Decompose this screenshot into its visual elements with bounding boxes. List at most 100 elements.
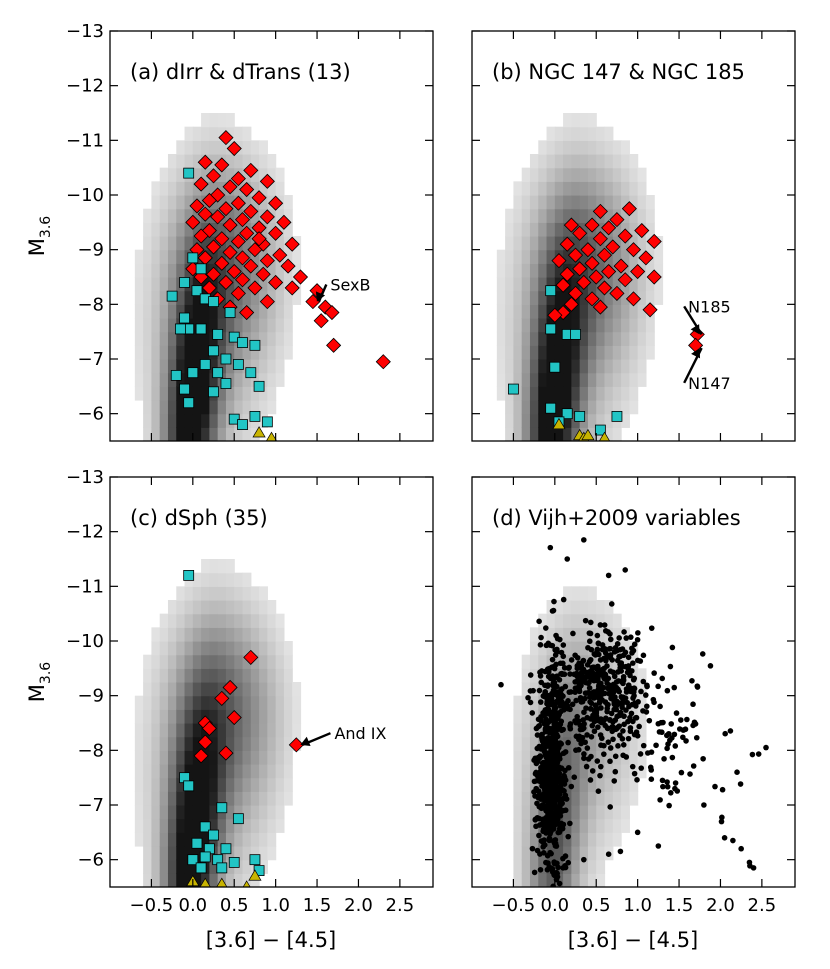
panel-d-dot-point	[537, 866, 544, 873]
panel-b-density-cell	[546, 154, 556, 169]
panel-d-dot-point	[598, 705, 604, 711]
panel-d-dot-point	[551, 816, 558, 823]
panel-b-density-cell	[496, 318, 506, 333]
panel-c-density-cell	[225, 791, 235, 806]
panel-c-density-cell	[242, 791, 252, 806]
panel-d-dot-point	[569, 701, 576, 708]
panel-c-density-cell	[184, 736, 194, 751]
panel-a-diamond-point	[251, 190, 267, 206]
panel-d-dot-point	[701, 802, 707, 808]
panel-d-density-cell	[546, 873, 556, 887]
panel-c-density-cell	[159, 723, 169, 738]
panel-b-density-cell	[604, 304, 614, 319]
panel-a-density-cell	[192, 304, 202, 319]
panel-b-density-cell	[546, 167, 556, 182]
panel-c-density-cell	[259, 641, 268, 656]
panel-b-diamond-point	[592, 203, 608, 219]
panel-a-density-cell	[234, 126, 244, 141]
panel-a-density-cell	[234, 400, 244, 415]
panel-c-density-cell	[259, 695, 268, 710]
panel-d-density-cell	[521, 764, 531, 779]
panel-c-density-cell	[143, 873, 153, 887]
panel-a-density-cell	[250, 400, 260, 415]
panel-a-density-cell	[201, 113, 210, 128]
panel-b-density-cell	[645, 345, 655, 360]
panel-a-density-cell	[151, 277, 161, 292]
panel-d-dot-point	[620, 728, 626, 734]
panel-d-dot-point	[547, 544, 554, 551]
panel-d-density-cell	[513, 791, 523, 806]
panel-d-dot-point	[625, 718, 631, 725]
panel-b-density-cell	[621, 167, 630, 182]
panel-c-xtick-label: 1.0	[261, 895, 290, 916]
panel-c-density-cell	[201, 572, 210, 587]
panel-d-dot-point	[539, 778, 545, 784]
panel-a-density-cell	[167, 318, 177, 333]
panel-c-density-cell	[267, 641, 277, 656]
panel-c-density-cell	[292, 682, 302, 697]
panel-c-density-cell	[192, 709, 202, 724]
panel-c-density-cell	[234, 572, 244, 587]
panel-b-density-cell	[554, 140, 564, 155]
panel-a-density-cell	[292, 277, 302, 292]
panel-d-dot-point	[635, 630, 641, 636]
panel-a-density-cell	[259, 304, 268, 319]
panel-d-dot-point	[655, 683, 661, 690]
panel-a-density-cell	[275, 208, 285, 223]
panel-c-density-cell	[167, 709, 177, 724]
panel-d-dot-point	[660, 783, 666, 790]
panel-d-density-cell	[579, 818, 589, 833]
panel-b-density-cell	[546, 290, 556, 305]
panel-b-density-cell	[596, 154, 606, 169]
panel-a-diamond-point	[214, 231, 230, 247]
panel-c-title: (c) dSph (35)	[130, 506, 268, 530]
panel-c-density-cell	[184, 586, 194, 601]
panel-d-dot-point	[597, 763, 604, 770]
panel-b-density-cell	[529, 181, 539, 196]
panel-d-density-cell	[587, 600, 597, 615]
panel-b-density-cell	[529, 277, 539, 292]
panel-d-dot-point	[571, 774, 578, 780]
panel-a-density-cell	[151, 400, 161, 415]
panel-b-density-cell	[546, 331, 556, 346]
panel-d-density-cell	[596, 805, 606, 820]
panel-d-density-cell	[529, 832, 539, 847]
panel-c-density-cell	[267, 764, 277, 779]
panel-b-density-cell	[596, 277, 606, 292]
panel-d-dot-point	[587, 777, 594, 783]
panel-a-density-cell	[250, 208, 260, 223]
panel-b-density-cell	[571, 222, 581, 237]
panel-c-density-cell	[143, 750, 153, 765]
panel-b-density-cell	[505, 277, 515, 292]
panel-c-density-cell	[176, 777, 186, 792]
panel-c-annotation-label: And IX	[334, 724, 386, 743]
panel-d-dot-point	[601, 622, 608, 628]
panel-b-density-cell	[521, 331, 531, 346]
panel-d-dot-point	[547, 794, 554, 800]
panel-b-density-cell	[554, 345, 564, 360]
panel-d-dot-point	[644, 703, 650, 710]
panel-c-square-point	[228, 857, 240, 868]
panel-a-density-cell	[192, 277, 202, 292]
panel-d-dot-point	[680, 734, 686, 741]
panel-c-density-cell	[184, 832, 194, 847]
panel-c-ytick-label: −9	[77, 686, 104, 707]
panel-a-ytick-label: −9	[77, 240, 104, 261]
panel-d-dot-point	[575, 746, 582, 753]
panel-d-density-cell	[529, 641, 539, 656]
panel-b-density-cell	[587, 154, 597, 169]
panel-c-density-cell	[209, 627, 219, 642]
panel-d-density-cell	[587, 832, 597, 847]
panel-c-density-cell	[151, 682, 161, 697]
panel-d-dot-point	[547, 784, 553, 790]
panel-b-density-cell	[513, 249, 523, 264]
panel-d-dot-point	[546, 725, 553, 732]
panel-d-dot-point	[629, 763, 636, 770]
panel-b-density-cell	[505, 400, 515, 415]
panel-c-density-cell	[217, 613, 227, 628]
panel-a-density-cell	[151, 181, 161, 196]
panel-a-diamond-point	[205, 168, 222, 184]
panel-d-dot-point	[628, 710, 635, 717]
panel-d-density-cell	[587, 791, 597, 806]
panel-d-density-cell	[571, 846, 581, 861]
